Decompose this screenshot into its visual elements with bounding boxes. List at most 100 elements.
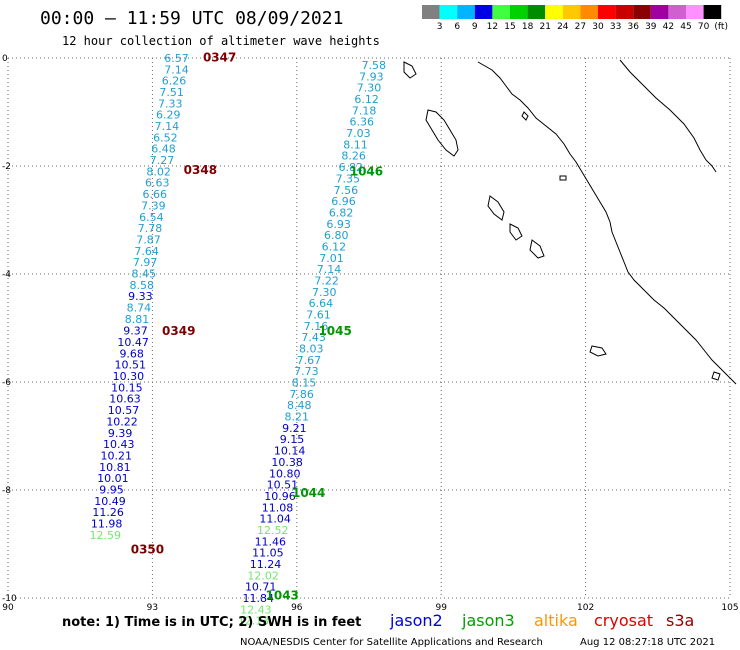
- swh-value: 10.47: [117, 336, 149, 349]
- swh-value: 9.15: [280, 433, 305, 446]
- swh-value: 11.98: [91, 517, 123, 530]
- swh-value: 6.82: [338, 161, 363, 174]
- swh-value: 6.82: [329, 206, 354, 219]
- swh-value: 7.93: [359, 70, 384, 83]
- swh-value: 10.22: [106, 415, 138, 428]
- swh-value: 7.87: [136, 233, 161, 246]
- color-scale-tick: 33: [610, 22, 621, 32]
- color-scale-swatch: [633, 5, 651, 19]
- coastline: [403, 59, 737, 385]
- swh-value: 9.33: [128, 290, 153, 303]
- swh-value: 12.59: [89, 529, 121, 542]
- swh-value: 7.97: [133, 256, 158, 269]
- lat-lon-grid: 90 93 96 99 102 105 0 -2 -4 -6 -8 -10: [2, 54, 739, 613]
- color-scale-swatch: [650, 5, 669, 19]
- swh-value: 8.58: [130, 279, 155, 292]
- swh-value: 8.45: [131, 267, 156, 280]
- color-scale-swatch: [492, 5, 510, 19]
- swh-value: 6.93: [326, 218, 351, 231]
- map-subtitle: 12 hour collection of altimeter wave hei…: [62, 34, 380, 48]
- color-scale-swatch: [510, 5, 528, 19]
- pass-time-label: 0347: [203, 50, 236, 64]
- swh-value: 6.36: [350, 116, 375, 129]
- swh-value: 7.30: [357, 82, 382, 95]
- small-island-1: [559, 175, 567, 181]
- swh-value: 6.26: [162, 75, 187, 88]
- swh-value: 12.52: [257, 524, 289, 537]
- swh-value: 11.26: [92, 506, 124, 519]
- color-scale-swatch: [545, 5, 563, 19]
- swh-value: 10.81: [99, 461, 131, 474]
- color-scale-swatch: [439, 5, 458, 19]
- swh-value: 6.29: [156, 109, 181, 122]
- footer-credit: NOAA/NESDIS Center for Satellite Applica…: [240, 637, 543, 648]
- swh-value: 6.66: [143, 188, 168, 201]
- swh-value: 6.57: [164, 52, 189, 65]
- color-scale-tick: 24: [557, 22, 569, 32]
- swh-value: 9.95: [99, 483, 124, 496]
- swh-value: 8.21: [285, 411, 310, 424]
- color-scale-swatch: [457, 5, 475, 19]
- pass-time-label: 0349: [162, 324, 195, 338]
- pass-time-label: 0348: [184, 163, 217, 177]
- color-scale-tick: 6: [454, 22, 460, 32]
- swh-value: 6.63: [145, 177, 170, 190]
- mission-name: altika: [534, 611, 578, 630]
- swh-value: 10.63: [109, 393, 141, 406]
- swh-value: 10.43: [103, 438, 135, 451]
- color-scale-tick: 15: [504, 22, 515, 32]
- mission-name: jason3: [461, 611, 515, 630]
- swh-value: 7.14: [155, 120, 180, 133]
- longitude-label: 99: [435, 603, 447, 613]
- swh-value: 7.39: [141, 199, 166, 212]
- color-scale-tick: 27: [575, 22, 586, 32]
- swh-value: 8.11: [343, 138, 368, 151]
- swh-value: 9.68: [119, 347, 144, 360]
- swh-value: 7.33: [158, 97, 183, 110]
- swh-value: 12.02: [247, 569, 279, 582]
- swh-value: 7.18: [352, 104, 377, 117]
- swh-value: 10.51: [267, 479, 299, 492]
- color-scale-tick: 45: [680, 22, 691, 32]
- swh-value: 7.58: [362, 59, 387, 72]
- swh-value: 7.73: [294, 365, 319, 378]
- mission-name: cryosat: [594, 611, 653, 630]
- footer-note: note: 1) Time is in UTC; 2) SWH is in fe…: [62, 615, 361, 630]
- swh-value: 7.03: [346, 127, 371, 140]
- swh-value: 8.15: [292, 377, 317, 390]
- swh-value: 7.01: [319, 252, 344, 265]
- mission-name: jason2: [389, 611, 443, 630]
- swh-value: 6.96: [331, 195, 356, 208]
- swh-value: 10.51: [115, 359, 147, 372]
- color-scale-tick: 9: [472, 22, 478, 32]
- swh-value: 12.43: [240, 603, 272, 616]
- swh-value: 7.61: [306, 309, 331, 322]
- color-scale-swatch: [580, 5, 598, 19]
- color-scale-swatch: [668, 5, 686, 19]
- nias-island: [425, 109, 459, 157]
- swh-value: 7.43: [301, 331, 326, 344]
- swh-value: 7.22: [314, 274, 339, 287]
- swh-value: 7.78: [138, 222, 163, 235]
- color-scale-legend: 3 6 9 12 15 18 21 24 27 30 33 36 39 42 45 70 (ft): [422, 5, 728, 32]
- pass-time-label: 1045: [318, 324, 351, 338]
- sipura-island: [509, 223, 523, 241]
- mission-legend: jason2 jason3 altika cryosat s3a: [389, 611, 694, 630]
- color-scale-swatch: [615, 5, 634, 19]
- color-scale-swatch: [527, 5, 546, 19]
- swh-value: 10.57: [108, 404, 140, 417]
- swh-value: 11.84: [243, 592, 275, 605]
- swh-value: 9.37: [123, 325, 148, 338]
- swh-value: 6.80: [324, 229, 349, 242]
- color-scale-swatch: [562, 5, 581, 19]
- latitude-label: -2: [2, 162, 11, 172]
- swh-value: 7.51: [159, 86, 184, 99]
- small-island-3: [711, 371, 721, 381]
- swh-value: 10.49: [94, 495, 126, 508]
- latitude-label: 0: [2, 54, 8, 64]
- swh-value: 7.14: [164, 63, 189, 76]
- color-scale-tick: 36: [627, 22, 639, 32]
- color-scale-tick: 70: [698, 22, 710, 32]
- swh-value: 7.16: [304, 320, 329, 333]
- pass-time-label: 1046: [350, 164, 383, 178]
